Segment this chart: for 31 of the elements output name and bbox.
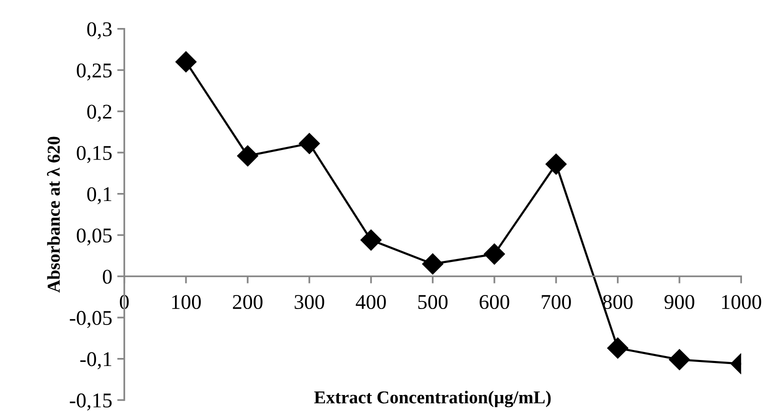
x-tick-label: 1000	[722, 294, 762, 310]
x-tick-label: 300	[294, 294, 324, 310]
point	[546, 154, 567, 175]
point	[237, 145, 258, 166]
point	[360, 230, 382, 251]
x-axis-title: Extract Concentration(µg/mL)	[314, 390, 551, 408]
y-tick-label: 0,25	[76, 63, 112, 81]
y-tick-label: 0	[102, 270, 112, 284]
x-tick-label: 400	[356, 294, 386, 310]
y-tick-label: 0,3	[87, 22, 112, 40]
point	[607, 338, 628, 359]
point	[422, 253, 444, 274]
point	[298, 132, 320, 154]
x-tick-label: 800	[602, 294, 633, 310]
y-tick-label: -0,15	[70, 393, 112, 410]
y-tick-label: -0,1	[80, 352, 112, 370]
point	[175, 51, 196, 72]
y-tick-label: 0,15	[76, 146, 112, 164]
y-axis-title: Absorbance at λ 620	[46, 136, 60, 293]
x-tick-label: 700	[542, 294, 571, 310]
x-tick-label: 200	[232, 294, 262, 310]
y-tick-label: 0,05	[76, 228, 112, 246]
y-tick-label: 0,2	[87, 104, 112, 122]
x-tick-label: 900	[664, 294, 694, 310]
point	[484, 244, 505, 265]
x-tick-label: 600	[480, 294, 510, 310]
point	[668, 349, 690, 370]
x-tick-label: 100	[172, 294, 201, 310]
y-tick-label: 0,1	[87, 187, 112, 204]
x-tick-label: 500	[418, 294, 448, 310]
y-tick-label: -0,05	[70, 310, 112, 328]
